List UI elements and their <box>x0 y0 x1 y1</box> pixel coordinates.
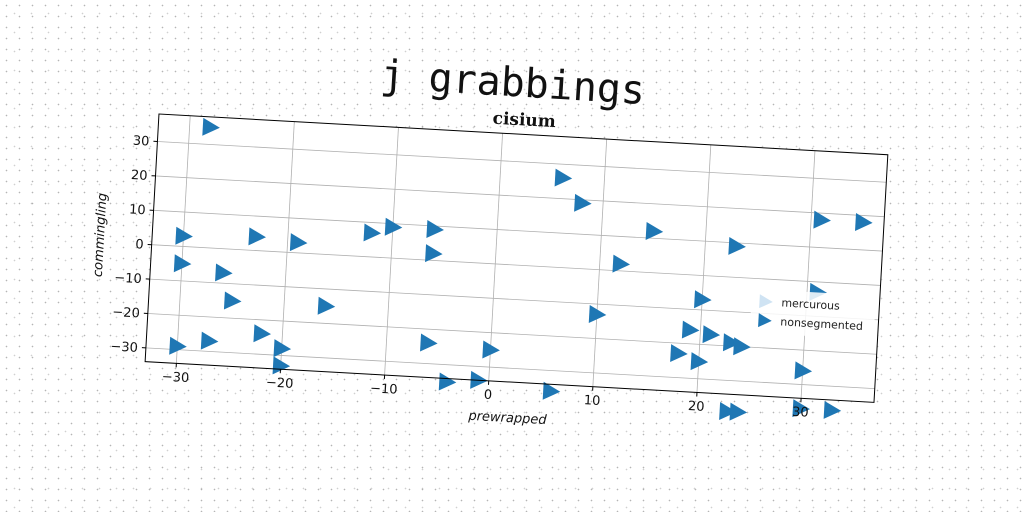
scatter-point <box>317 296 336 315</box>
x-tick-label: −30 <box>161 370 189 387</box>
scatter-point <box>792 399 810 418</box>
scatter-point <box>425 244 443 263</box>
legend-box <box>749 288 876 340</box>
x-tick-label: 0 <box>483 388 492 403</box>
y-tick-label: 10 <box>129 202 146 218</box>
scatter-point <box>728 236 746 255</box>
scatter-point <box>363 223 382 242</box>
scatter-point <box>612 254 631 273</box>
scatter-point <box>273 339 292 358</box>
scatter-point <box>681 320 700 339</box>
scatter-point <box>175 226 193 245</box>
scatter-point <box>272 356 291 375</box>
scatter-point <box>574 193 592 212</box>
y-gridline <box>151 244 881 286</box>
x-tick-label: 20 <box>687 399 704 415</box>
y-gridline <box>153 209 883 252</box>
scatter-point <box>729 402 748 421</box>
y-gridline <box>155 175 885 218</box>
y-gridline <box>157 141 887 183</box>
y-tick-label: −20 <box>112 305 140 322</box>
y-tick-label: −10 <box>114 271 142 288</box>
scatter-point <box>690 352 709 371</box>
scatter-point <box>215 263 233 282</box>
scatter-point <box>855 212 873 231</box>
x-gridline <box>800 150 816 399</box>
scatter-point <box>794 361 813 380</box>
x-tick-label: 30 <box>792 405 809 421</box>
x-gridline <box>696 144 712 393</box>
scatter-point <box>719 402 737 420</box>
x-gridline <box>280 121 295 370</box>
plot-frame <box>144 113 889 403</box>
scatter-point <box>694 290 712 309</box>
y-gridline <box>145 347 875 390</box>
scatter-point <box>733 337 751 356</box>
legend-marker <box>758 313 772 328</box>
scatter-point <box>645 221 664 240</box>
scatter-point <box>702 325 721 344</box>
y-tick-label: −30 <box>110 339 138 356</box>
x-gridline <box>592 139 608 387</box>
x-gridline <box>488 133 503 381</box>
chart-title: cisium <box>492 109 556 132</box>
scatter-point <box>426 220 444 239</box>
scatter-point <box>823 400 842 419</box>
y-axis-label: commingling <box>91 192 111 277</box>
y-gridline <box>147 313 877 355</box>
scatter-point <box>670 344 688 363</box>
scatter-point <box>554 168 573 187</box>
scatter-points <box>169 117 873 421</box>
axis-ticks: −30 −20 −10 0 10 20 30 −30 −20 −10 0 10 20 30 <box>110 134 809 421</box>
legend-marker <box>759 294 773 309</box>
x-tick-label: −10 <box>370 381 398 398</box>
scatter-point <box>384 217 403 236</box>
scatter-point <box>289 233 308 252</box>
scatter-point <box>482 340 500 359</box>
legend: mercurous nonsegmented <box>749 288 876 340</box>
scatter-point <box>420 333 438 352</box>
scatter-point <box>813 210 831 229</box>
scatter-point <box>542 381 561 400</box>
x-axis-label: prewrapped <box>467 409 548 428</box>
scatter-point <box>248 227 266 246</box>
scatter-point <box>253 324 272 343</box>
scatter-point <box>438 372 457 391</box>
scatter-point <box>202 117 220 136</box>
scatter-point <box>722 333 741 352</box>
scatter-point <box>588 305 607 324</box>
x-gridline <box>384 127 399 376</box>
x-tick-label: −20 <box>266 375 294 392</box>
y-tick-label: 0 <box>135 237 144 252</box>
legend-label: mercurous <box>781 296 840 312</box>
scatter-point <box>223 291 242 310</box>
scatter-point <box>200 331 219 350</box>
x-tick-label: 10 <box>583 393 600 409</box>
y-tick-label: 30 <box>132 134 149 150</box>
plot-background <box>145 114 888 403</box>
y-tick-label: 20 <box>131 168 148 184</box>
legend-label: nonsegmented <box>780 315 863 333</box>
scatter-point <box>169 336 187 355</box>
scatter-point <box>173 254 192 273</box>
